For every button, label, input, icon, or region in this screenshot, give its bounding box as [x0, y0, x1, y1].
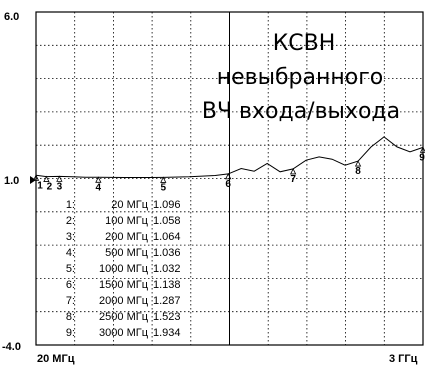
marker-flag-label-1: 1: [37, 180, 43, 191]
marker-flag-8: [354, 160, 362, 167]
marker-table-num: 3:: [66, 231, 75, 243]
marker-table-value: 1.096: [153, 199, 181, 211]
y-tick-ref: 1.0: [4, 175, 19, 187]
marker-flag-label-8: 8: [355, 166, 361, 177]
chart-title-line-2: невыбранного: [217, 65, 384, 90]
marker-table-num: 8:: [66, 311, 75, 323]
marker-table-value: 1.036: [153, 247, 181, 259]
chart-title-line-3: ВЧ входа/выхода: [202, 99, 400, 124]
marker-table-freq: 20 МГц: [111, 199, 148, 211]
marker-table-num: 6:: [66, 279, 75, 291]
marker-table-freq: 200 МГц: [105, 231, 149, 243]
marker-table-value: 1.287: [153, 295, 181, 307]
marker-table-value: 1.064: [153, 231, 181, 243]
marker-flag-4: [95, 176, 102, 183]
y-tick-top: 6.0: [4, 11, 19, 23]
marker-flag-6: [225, 173, 232, 180]
marker-flag-label-9: 9: [419, 152, 425, 163]
marker-table-num: 5:: [66, 263, 75, 275]
marker-flag-1: [32, 174, 40, 181]
marker-table-freq: 2000 МГц: [99, 295, 149, 307]
marker-flag-7: [289, 168, 297, 175]
marker-table-num: 1:: [66, 199, 75, 211]
x-tick-right: 3 ГГц: [389, 353, 418, 365]
marker-table-value: 1.523: [153, 311, 181, 323]
marker-table-value: 1.058: [153, 215, 181, 227]
marker-flag-9: [419, 146, 425, 153]
marker-flag-3: [56, 175, 63, 182]
marker-table-value: 1.138: [153, 279, 181, 291]
marker-table-freq: 1500 МГц: [99, 279, 149, 291]
marker-flag-label-6: 6: [225, 179, 231, 190]
y-tick-bottom: -4.0: [2, 341, 21, 353]
marker-table-value: 1.934: [153, 327, 181, 339]
marker-table-num: 2:: [66, 215, 75, 227]
marker-flag-label-2: 2: [47, 182, 53, 193]
marker-table-freq: 2500 МГц: [99, 311, 149, 323]
marker-table-freq: 3000 МГц: [99, 327, 149, 339]
marker-table-freq: 1000 МГц: [99, 263, 149, 275]
marker-table-num: 4:: [66, 247, 75, 259]
marker-flag-label-4: 4: [96, 182, 102, 193]
marker-flag-label-5: 5: [160, 182, 166, 193]
marker-table-freq: 500 МГц: [105, 247, 149, 259]
marker-flag-label-7: 7: [290, 174, 296, 185]
marker-table-num: 7:: [66, 295, 75, 307]
marker-flag-2: [43, 175, 50, 182]
marker-flags: 1 2 3 4 5 6 7 8 9: [32, 146, 425, 193]
marker-flag-label-3: 3: [57, 181, 63, 192]
marker-table-value: 1.032: [153, 263, 181, 275]
x-tick-left: 20 МГц: [37, 353, 75, 365]
reference-level-marker: [30, 176, 36, 184]
marker-table-num: 9:: [66, 327, 75, 339]
marker-table: 1: 20 МГц 1.096 2: 100 МГц 1.058 3: 200 МГц 1.06…: [66, 199, 181, 339]
marker-flag-5: [160, 176, 167, 183]
marker-table-freq: 100 МГц: [105, 215, 149, 227]
chart-title-line-1: КСВН: [273, 31, 336, 56]
vswr-trace: [35, 136, 424, 178]
